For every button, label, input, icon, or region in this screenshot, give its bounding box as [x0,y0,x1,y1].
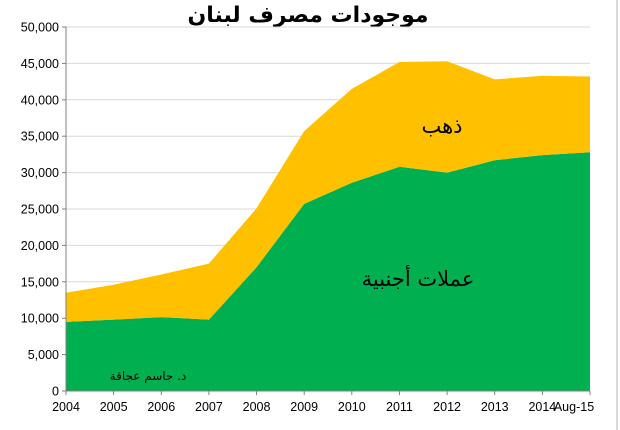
x-tick-label: 2013 [481,400,509,414]
x-tick-label: 2008 [243,400,271,414]
area-series-0 [66,152,590,391]
y-tick-label: 35,000 [21,130,59,144]
x-tick-label: 2006 [147,400,175,414]
chart-title: موجودات مصرف لبنان [187,3,428,28]
y-axis-ticks: 0 5,000 10,000 15,000 20,000 25,000 30,000 35,0… [21,21,66,399]
y-tick-label: 25,000 [21,203,59,217]
x-tick-label: Aug-15 [554,400,594,414]
area-series-1 [66,61,590,322]
x-tick-label: 2009 [290,400,318,414]
x-tick-label: 2012 [433,400,461,414]
y-tick-label: 40,000 [21,93,59,107]
author-annotation: د. جاسم عجاقة [110,369,187,383]
x-tick-label: 2010 [338,400,366,414]
gold-annotation: ذهب [421,114,462,138]
y-tick-label: 20,000 [21,239,59,253]
y-tick-label: 15,000 [21,275,59,289]
x-tick-label: 2014 [528,400,556,414]
y-tick-label: 5,000 [28,348,59,362]
x-axis-ticks: 2004 2005 2006 2007 2008 2009 2010 2011 2012 2013… [52,391,594,414]
area-series [66,61,590,391]
y-tick-label: 0 [52,385,59,399]
y-tick-label: 50,000 [21,21,59,35]
y-tick-label: 45,000 [21,57,59,71]
y-tick-label: 10,000 [21,312,59,326]
y-tick-label: 30,000 [21,166,59,180]
x-tick-label: 2004 [52,400,80,414]
x-tick-label: 2007 [195,400,223,414]
frame-border [616,0,618,430]
x-tick-label: 2005 [100,400,128,414]
x-tick-label: 2011 [386,400,413,414]
foreign-currency-annotation: عملات أجنبية [362,265,475,291]
